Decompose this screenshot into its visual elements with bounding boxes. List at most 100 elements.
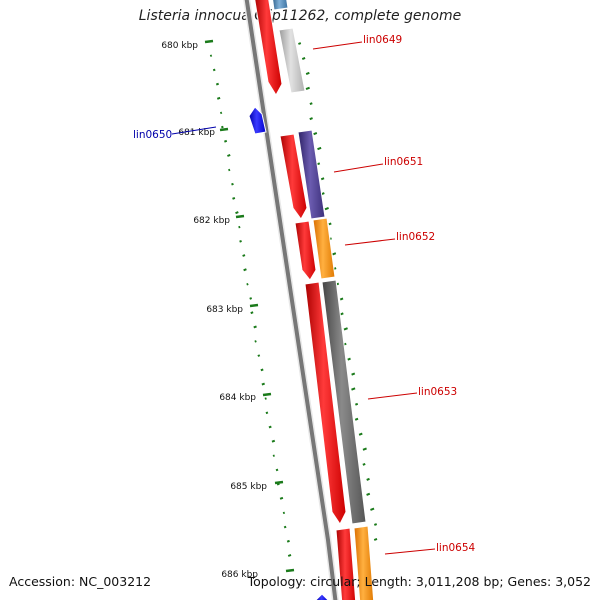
gene-feature-lin0651[interactable] xyxy=(297,129,326,220)
gene-feature-lin0654[interactable] xyxy=(353,525,375,600)
gc-dash xyxy=(370,507,375,511)
gc-dash xyxy=(239,240,242,243)
gc-dash xyxy=(366,492,371,496)
gc-dash xyxy=(313,132,318,136)
gc-dash xyxy=(366,477,370,481)
gc-dash xyxy=(231,182,234,186)
gc-dash xyxy=(227,154,231,157)
gc-dash xyxy=(253,325,257,329)
genome-backbone xyxy=(244,0,338,600)
gc-dash xyxy=(265,411,269,415)
gc-dash xyxy=(301,57,306,60)
gc-dash xyxy=(268,425,272,429)
gene-label-lin0651[interactable]: lin0651 xyxy=(384,156,423,168)
gc-dash xyxy=(254,340,257,343)
cds-track xyxy=(254,0,357,600)
gc-dash xyxy=(362,447,367,451)
tick-685: 685 kbp xyxy=(230,480,284,492)
gc-dash xyxy=(287,554,292,557)
tick-680: 680 kbp xyxy=(161,39,214,51)
gene-feature-lin0652[interactable] xyxy=(312,217,336,280)
gc-dash xyxy=(271,439,276,443)
gc-dash xyxy=(261,382,266,386)
gene-feature-lin0653[interactable] xyxy=(321,279,367,525)
gc-dash xyxy=(260,368,264,372)
tick-686: 686 kbp xyxy=(221,568,295,580)
gc-dash xyxy=(298,42,302,45)
gc-dash xyxy=(235,211,239,215)
gene-feature-lin0650[interactable] xyxy=(248,106,267,135)
tick-label-682: 682 kbp xyxy=(193,216,230,226)
gc-dash xyxy=(320,177,325,181)
gc-dash xyxy=(351,387,356,391)
gene-feature-steelblue[interactable] xyxy=(272,0,289,11)
gene-feature-lin0649[interactable] xyxy=(278,27,306,94)
tick-label-686: 686 kbp xyxy=(221,570,258,580)
gc-dash xyxy=(212,68,216,72)
cds-feature[interactable] xyxy=(294,220,317,281)
label-leaders xyxy=(171,41,436,555)
gc-dash xyxy=(358,432,363,436)
tick-label-681: 681 kbp xyxy=(178,128,215,138)
gc-dash xyxy=(243,268,247,272)
gc-dash xyxy=(250,311,254,315)
cds-feature[interactable] xyxy=(304,281,347,525)
gc-dash xyxy=(354,402,359,406)
gc-dash xyxy=(373,538,378,541)
tick-681: 681 kbp xyxy=(178,127,229,138)
gc-dash xyxy=(238,225,241,229)
gc-dash xyxy=(362,463,366,466)
gene-label-lin0652[interactable]: lin0652 xyxy=(396,231,435,243)
gc-dash xyxy=(264,397,267,400)
gc-dash xyxy=(309,102,313,106)
gc-dash xyxy=(257,354,261,357)
accession-text: Accession: NC_003212 xyxy=(9,574,152,589)
cds-feature[interactable] xyxy=(254,0,283,96)
tick-label-685: 685 kbp xyxy=(230,482,267,492)
gc-dash xyxy=(249,297,253,300)
gc-dash xyxy=(347,357,351,361)
gene-label-lin0649[interactable]: lin0649 xyxy=(363,34,402,46)
gene-label-lin0650[interactable]: lin0650 xyxy=(133,129,172,141)
gc-dash xyxy=(279,496,284,500)
gc-dash xyxy=(324,207,329,211)
gc-dash xyxy=(282,511,286,515)
map-title: Listeria innocua Clip11262, complete gen… xyxy=(138,8,462,24)
gc-dash xyxy=(246,283,249,286)
gene-track xyxy=(248,0,375,600)
gc-dash xyxy=(305,71,310,75)
tick-682: 682 kbp xyxy=(193,214,245,226)
gene-label-lin0654[interactable]: lin0654 xyxy=(436,542,476,554)
tick-label-683: 683 kbp xyxy=(206,305,243,315)
gc-dash xyxy=(305,86,310,91)
gc-dash xyxy=(232,197,236,200)
gc-dash xyxy=(275,468,279,472)
gc-dash xyxy=(220,125,224,129)
gc-content-marks xyxy=(209,42,378,557)
cds-feature[interactable] xyxy=(335,527,357,600)
gc-dash xyxy=(224,139,228,143)
gc-dash xyxy=(219,111,223,115)
genome-summary-text: Topology: circular; Length: 3,011,208 bp… xyxy=(247,574,591,589)
gc-dash xyxy=(328,222,332,226)
gene-label-lin0653[interactable]: lin0653 xyxy=(418,386,457,398)
gc-dash xyxy=(242,254,246,257)
gc-dash xyxy=(354,417,359,421)
gc-dash xyxy=(309,117,313,121)
cds-feature[interactable] xyxy=(279,133,308,220)
gc-dash xyxy=(317,146,322,151)
gc-dash xyxy=(339,297,344,301)
gc-dash xyxy=(283,525,287,529)
gc-dash xyxy=(228,168,231,172)
gene-feature-bottom-blue[interactable] xyxy=(315,593,329,600)
tick-label-684: 684 kbp xyxy=(219,393,256,403)
gc-dash xyxy=(209,54,213,57)
gc-dash xyxy=(343,327,348,331)
gc-dash xyxy=(351,372,356,376)
gc-dash xyxy=(317,162,321,166)
tick-label-680: 680 kbp xyxy=(161,41,198,51)
gc-dash xyxy=(373,523,378,526)
gc-dash xyxy=(286,539,290,543)
